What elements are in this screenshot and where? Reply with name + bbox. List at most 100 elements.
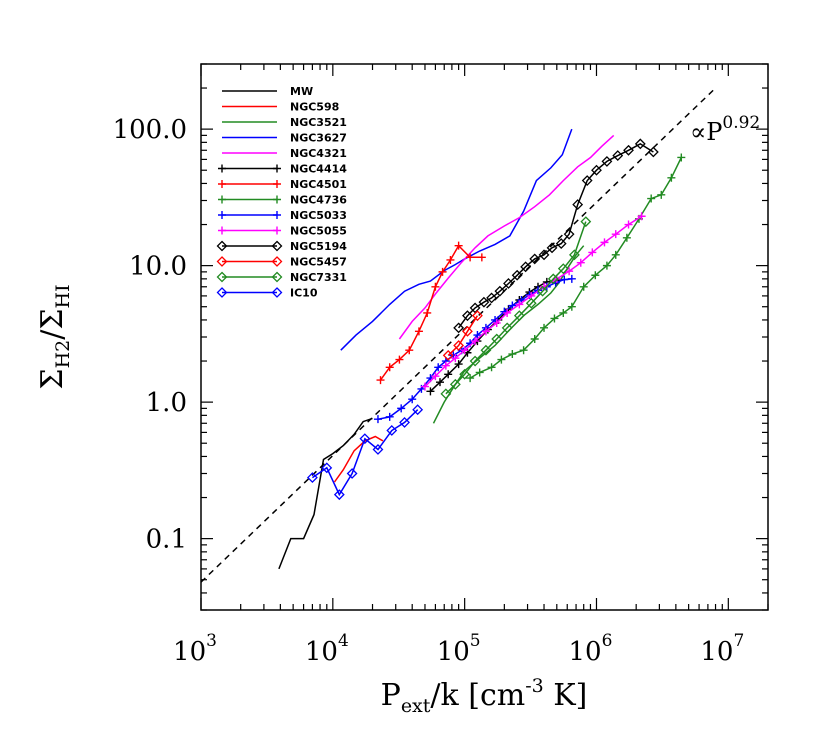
- x-tick-label: 103: [173, 631, 217, 667]
- legend-label: NGC4414: [290, 163, 347, 176]
- y-axis-title: ΣH2/ΣHI: [35, 284, 74, 389]
- x-tick-label: 105: [437, 631, 481, 667]
- x-axis-title-sup: -3: [525, 675, 544, 697]
- data-point: [677, 153, 686, 162]
- data-point: [480, 344, 492, 356]
- legend-marker: [271, 256, 283, 267]
- legend-item-ngc598: NGC598: [222, 101, 339, 114]
- x-tick-exponent: 5: [470, 631, 481, 651]
- legend-marker: [216, 240, 228, 252]
- legend-marker: [216, 287, 228, 298]
- series-ic10: [306, 404, 424, 501]
- series-line-ngc4414: [429, 279, 557, 392]
- y-axis-title-sym2: Σ: [35, 308, 70, 329]
- data-point: [454, 360, 463, 369]
- legend: MW NGC598 NGC3521 NGC3627 NGC4321 NGC4414 NGC4…: [216, 85, 347, 300]
- series-mw: [278, 417, 373, 570]
- data-point: [473, 331, 482, 340]
- data-point: [537, 285, 548, 297]
- data-layer: [201, 87, 717, 583]
- data-point: [555, 238, 567, 250]
- plot-area: [201, 87, 717, 583]
- data-point: [397, 404, 406, 413]
- legend-label: NGC5033: [290, 209, 347, 222]
- data-point: [588, 248, 597, 257]
- legend-item-ngc3521: NGC3521: [222, 116, 347, 129]
- y-tick-label: 100.0: [113, 115, 187, 145]
- data-point: [454, 241, 463, 250]
- x-tick-label: 106: [569, 631, 613, 667]
- series-ngc5457: [442, 310, 483, 361]
- legend-label: IC10: [290, 287, 318, 300]
- legend-marker: [271, 271, 283, 283]
- data-point: [477, 253, 486, 262]
- series-line-ic10: [311, 409, 419, 497]
- data-point: [563, 228, 575, 240]
- data-point: [321, 462, 333, 474]
- legend-item-ngc4321: NGC4321: [222, 147, 347, 160]
- x-axis-title-rest: /k [cm: [430, 678, 525, 713]
- y-tick-label: 1.0: [146, 388, 187, 418]
- legend-item-mw: MW: [222, 85, 313, 98]
- data-point: [466, 374, 475, 383]
- data-point: [513, 310, 525, 322]
- x-tick-exponent: 3: [206, 631, 217, 651]
- legend-marker: [218, 195, 226, 204]
- data-point: [550, 314, 559, 323]
- series-ngc4501: [376, 241, 486, 385]
- data-point: [501, 322, 513, 334]
- data-point: [469, 355, 481, 367]
- data-point: [385, 363, 394, 372]
- data-point: [441, 361, 450, 370]
- data-point: [634, 138, 646, 150]
- data-point: [600, 238, 609, 247]
- legend-marker: [273, 226, 281, 235]
- data-point: [475, 368, 484, 377]
- data-point: [346, 468, 358, 479]
- x-tick-base: 10: [305, 637, 338, 667]
- data-point: [667, 173, 676, 182]
- data-point: [624, 220, 633, 229]
- legend-label: NGC5194: [290, 240, 347, 253]
- data-point: [581, 175, 593, 186]
- legend-marker: [216, 271, 228, 283]
- data-point: [540, 323, 549, 332]
- legend-marker: [271, 287, 283, 298]
- data-point: [486, 292, 497, 304]
- data-point: [580, 216, 592, 228]
- x-tick-exponent: 7: [733, 631, 744, 651]
- data-point: [478, 296, 490, 308]
- data-point: [442, 349, 454, 361]
- data-point: [472, 310, 483, 322]
- data-point: [444, 370, 453, 379]
- x-axis-title-main: P: [381, 678, 401, 713]
- series-ngc5055: [420, 212, 646, 391]
- series-ngc4736: [466, 153, 686, 383]
- data-point: [487, 363, 496, 372]
- data-point: [492, 318, 501, 327]
- legend-item-ngc3627: NGC3627: [222, 132, 347, 145]
- legend-marker: [218, 180, 226, 188]
- data-point: [520, 261, 532, 273]
- data-point: [657, 190, 666, 199]
- legend-marker: [273, 211, 281, 219]
- data-point: [462, 310, 473, 322]
- series-line-ngc4501: [379, 244, 482, 381]
- data-point: [451, 354, 460, 363]
- legend-item-ngc4736: NGC4736: [218, 194, 347, 207]
- series-line-ngc5055: [424, 215, 642, 388]
- data-point: [373, 415, 382, 424]
- data-point: [602, 261, 611, 270]
- data-point: [435, 378, 444, 387]
- data-point: [611, 230, 620, 239]
- data-point: [591, 164, 602, 176]
- y-tick-label: 0.1: [146, 525, 187, 555]
- data-point: [420, 382, 429, 391]
- x-tick-label: 107: [700, 631, 744, 667]
- series-line-ngc598: [333, 435, 384, 483]
- x-axis-title: Pext/k [cm-3 K]: [381, 675, 588, 717]
- data-point: [519, 346, 528, 355]
- data-point: [446, 255, 455, 264]
- data-point: [637, 212, 646, 221]
